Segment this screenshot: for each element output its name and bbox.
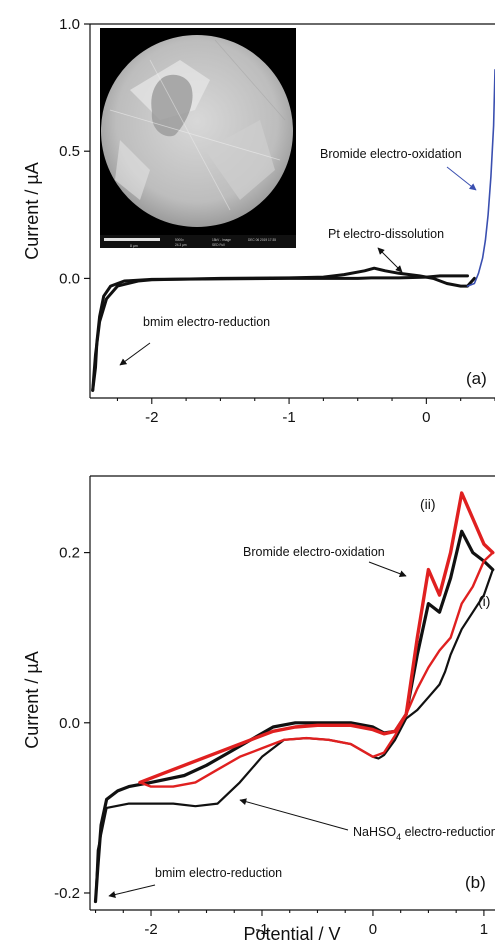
panel-b: -0.2 0.0 0.2 -2 -1 0 1 Current / µA Potential… xyxy=(22,475,495,944)
annotation-bmim-reduction-a: bmim electro-reduction xyxy=(143,315,270,329)
x-tick-label: 0 xyxy=(422,409,430,426)
series-line xyxy=(466,69,495,287)
arrow-bromide-oxidation-a xyxy=(446,166,477,191)
panel-label-b: (b) xyxy=(465,873,486,892)
svg-text:15kV - Image: 15kV - Image xyxy=(212,238,231,242)
panel-b-y-axis-title: Current / µA xyxy=(22,651,42,748)
y-tick-label: 0.2 xyxy=(59,545,80,562)
x-tick-label: 1 xyxy=(480,921,488,938)
series-line xyxy=(91,266,476,392)
sem-inset-image: 8 µm 5000x 24.3 µm 15kV - Image SED Full… xyxy=(100,28,296,248)
x-tick-label: -1 xyxy=(255,921,268,938)
arrow-nahso4-reduction xyxy=(239,798,349,831)
panel-a-x-ticks: -2 -1 0 xyxy=(116,398,495,426)
y-tick-label: 0.0 xyxy=(59,715,80,732)
series-line xyxy=(138,491,495,785)
y-tick-label: 0.0 xyxy=(59,270,80,287)
annotation-bromide-oxidation-a: Bromide electro-oxidation xyxy=(320,147,462,161)
annotation-bmim-reduction-b: bmim electro-reduction xyxy=(155,866,282,880)
svg-text:DEC 06 2019 17:35: DEC 06 2019 17:35 xyxy=(248,238,276,242)
svg-text:24.3 µm: 24.3 µm xyxy=(175,243,187,247)
x-tick-label: -1 xyxy=(282,409,295,426)
panel-a-y-axis-title: Current / µA xyxy=(22,162,42,259)
y-tick-label: 0.5 xyxy=(59,143,80,160)
panel-label-a: (a) xyxy=(466,369,487,388)
series-line xyxy=(94,568,494,903)
panel-a: 0.0 0.5 1.0 -2 -1 0 Current / µA 8 µm 5000x … xyxy=(22,16,495,426)
x-tick-label: -2 xyxy=(144,921,157,938)
svg-text:5000x: 5000x xyxy=(175,238,184,242)
series-line xyxy=(93,529,495,904)
arrow-bmim-reduction-a xyxy=(119,342,151,366)
panel-b-x-ticks: -2 -1 0 1 xyxy=(94,910,488,938)
label-series-ii: (ii) xyxy=(420,496,436,512)
arrow-bmim-reduction-b xyxy=(108,884,156,898)
svg-text:8 µm: 8 µm xyxy=(130,244,138,248)
arrow-bromide-oxidation-b xyxy=(368,561,407,578)
svg-text:SED Full: SED Full xyxy=(212,243,225,247)
series-line xyxy=(91,274,469,392)
panel-a-series xyxy=(91,69,495,392)
arrow-pt-dissolution xyxy=(377,247,403,273)
panel-a-y-ticks: 0.0 0.5 1.0 xyxy=(59,16,90,287)
annotation-pt-dissolution: Pt electro-dissolution xyxy=(328,227,444,241)
panel-b-y-ticks: -0.2 0.0 0.2 xyxy=(54,545,90,902)
y-tick-label: -0.2 xyxy=(54,885,80,902)
x-axis-title: Potential / V xyxy=(243,924,340,944)
annotation-nahso4-reduction: NaHSO4 electro-reduction xyxy=(353,825,495,842)
panel-b-series xyxy=(93,491,495,904)
annotation-bromide-oxidation-b: Bromide electro-oxidation xyxy=(243,545,385,559)
y-tick-label: 1.0 xyxy=(59,16,80,33)
x-tick-label: 0 xyxy=(369,921,377,938)
x-tick-label: -2 xyxy=(145,409,158,426)
series-line xyxy=(138,551,494,788)
label-series-i: (i) xyxy=(478,593,490,609)
